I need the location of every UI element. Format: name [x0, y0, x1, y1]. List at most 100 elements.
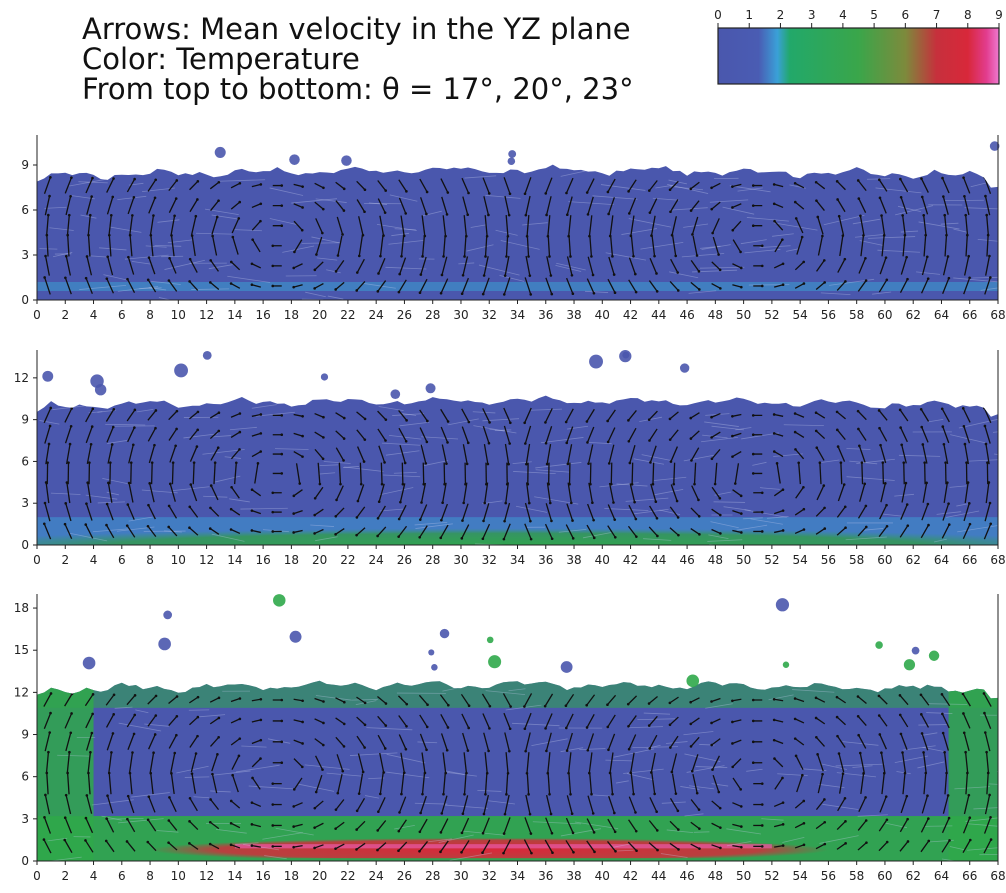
streak: [688, 290, 717, 294]
streak: [319, 464, 339, 467]
velocity-arrow-head: [739, 250, 742, 254]
streak: [846, 476, 895, 481]
velocity-arrow-head: [815, 735, 818, 739]
velocity-arrow: [566, 795, 573, 814]
streak: [392, 413, 424, 416]
x-tick-label: 16: [255, 869, 270, 883]
streak: [773, 453, 803, 457]
x-tick-label: 28: [425, 308, 440, 322]
velocity-arrow: [400, 215, 405, 236]
velocity-arrow: [773, 802, 784, 808]
velocity-arrow-head: [719, 513, 722, 517]
velocity-arrow-head: [690, 769, 694, 773]
velocity-arrow-head: [941, 731, 945, 735]
velocity-arrow: [649, 445, 657, 463]
velocity-arrow: [902, 215, 906, 237]
x-tick-label: 8: [146, 553, 154, 567]
velocity-arrow-head: [424, 462, 428, 465]
velocity-arrow: [544, 713, 553, 729]
title-line-order: From top to bottom: θ = 17°, 20°, 23°: [82, 72, 634, 106]
velocity-arrow: [168, 715, 178, 727]
velocity-arrow: [399, 445, 406, 464]
velocity-arrow-head: [772, 413, 776, 416]
velocity-arrow-head: [740, 531, 743, 534]
velocity-arrow-head: [925, 255, 929, 259]
velocity-arrow: [963, 503, 970, 522]
velocity-arrow: [209, 717, 220, 725]
velocity-arrow: [209, 181, 220, 190]
streak: [234, 229, 262, 232]
velocity-arrow-head: [174, 197, 178, 200]
velocity-arrow: [85, 732, 93, 751]
velocity-arrow-head: [404, 212, 408, 215]
velocity-arrow-head: [986, 461, 989, 464]
streak: [665, 741, 688, 744]
velocity-arrow: [711, 201, 721, 210]
velocity-arrow-head: [47, 442, 51, 446]
velocity-arrow-head: [592, 536, 596, 540]
velocity-arrow: [169, 445, 177, 463]
streak: [388, 239, 425, 245]
velocity-arrow-head: [607, 462, 611, 465]
velocity-arrow: [711, 738, 721, 746]
velocity-arrow: [85, 408, 94, 423]
x-tick-label: 54: [793, 869, 808, 883]
streak: [108, 226, 142, 233]
velocity-arrow: [858, 258, 867, 274]
velocity-arrow: [984, 794, 991, 815]
velocity-arrow-head: [961, 692, 965, 696]
velocity-arrow: [711, 528, 721, 535]
velocity-arrow-head: [920, 425, 924, 429]
velocity-arrow: [879, 445, 887, 464]
velocity-arrow-head: [85, 255, 89, 258]
y-tick-label: 0: [21, 854, 29, 868]
velocity-arrow-head: [445, 462, 448, 465]
velocity-arrow-head: [670, 770, 674, 774]
velocity-arrow: [669, 429, 679, 441]
velocity-arrow-head: [689, 416, 693, 420]
x-tick-label: 40: [595, 553, 610, 567]
velocity-arrow: [628, 819, 637, 832]
streak: [379, 487, 414, 496]
velocity-arrow-head: [487, 213, 490, 217]
velocity-arrow-head: [485, 482, 488, 486]
velocity-arrow-head: [446, 726, 450, 729]
streak: [615, 780, 629, 784]
velocity-arrow-head: [606, 440, 610, 444]
velocity-arrow: [526, 772, 530, 795]
velocity-arrow-head: [147, 795, 151, 798]
velocity-arrow: [505, 215, 509, 237]
velocity-arrow: [460, 840, 470, 853]
x-tick-label: 64: [934, 553, 949, 567]
velocity-arrow: [627, 715, 637, 727]
velocity-arrow-head: [898, 694, 902, 697]
velocity-arrow-head: [927, 523, 930, 527]
x-tick-label: 40: [595, 308, 610, 322]
velocity-arrow: [669, 820, 679, 831]
velocity-arrow-head: [322, 436, 325, 439]
x-tick-label: 34: [510, 869, 525, 883]
velocity-arrow: [147, 410, 157, 421]
velocity-arrow-head: [920, 195, 924, 199]
streak: [845, 536, 887, 541]
velocity-arrow-head: [425, 748, 428, 752]
velocity-arrow-head: [237, 754, 241, 758]
velocity-arrow: [817, 216, 824, 235]
velocity-arrow-head: [188, 842, 191, 845]
velocity-arrow: [398, 427, 407, 442]
streak: [560, 828, 602, 837]
velocity-arrow: [337, 235, 343, 256]
velocity-arrow-head: [751, 761, 755, 765]
velocity-arrow-head: [334, 270, 338, 273]
velocity-arrow: [524, 425, 532, 444]
velocity-arrow: [774, 529, 784, 534]
velocity-arrow: [648, 695, 658, 705]
velocity-arrow: [127, 256, 135, 275]
velocity-arrow-head: [467, 420, 471, 424]
velocity-arrow: [901, 444, 907, 464]
velocity-arrow: [210, 447, 219, 461]
velocity-arrow: [251, 489, 262, 497]
velocity-arrow-head: [632, 792, 635, 796]
velocity-arrow-head: [526, 482, 530, 486]
velocity-arrow: [711, 822, 721, 829]
